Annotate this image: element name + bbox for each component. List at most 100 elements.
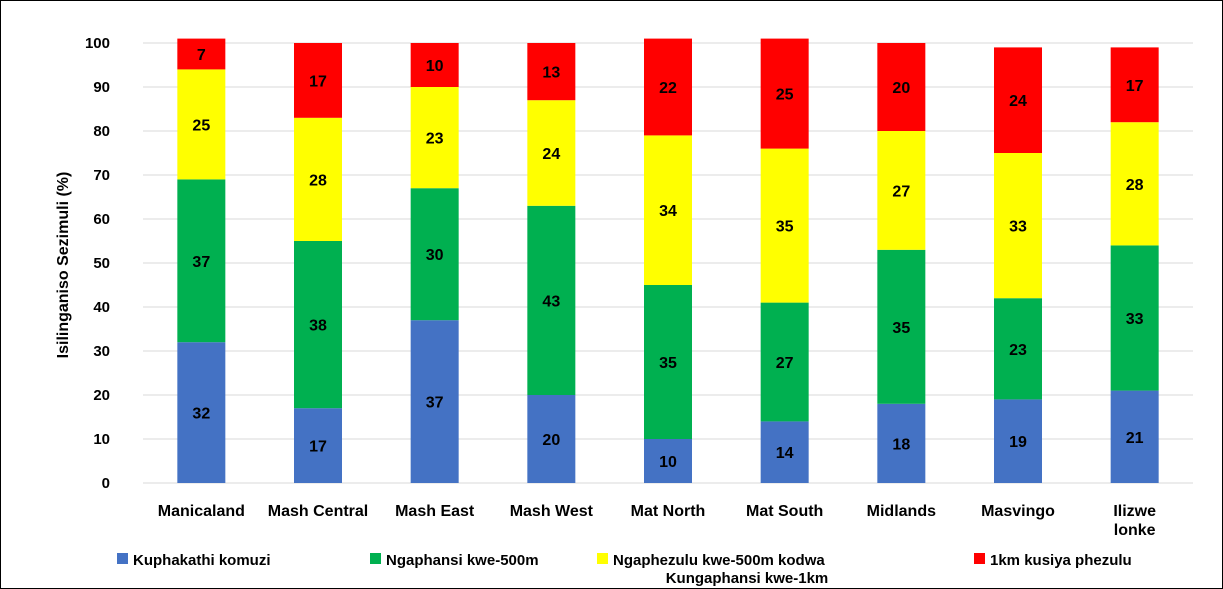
bar-segment [177,179,226,343]
legend-label: 1km kusiya phezulu [990,552,1132,569]
legend-swatch [370,553,381,564]
category-label: Manicaland [158,503,245,520]
bar-segment [760,148,809,303]
category-label: Mat North [631,503,706,520]
bar-segment [877,131,926,250]
data-label: 28 [309,172,327,189]
data-label: 28 [1126,177,1144,194]
data-label: 35 [776,219,794,236]
data-label: 27 [776,355,794,372]
category-label: Masvingo [981,503,1055,520]
bar-segment [760,302,809,422]
y-tick-labels: 0 10 20 30 40 50 60 70 80 90 100 [85,35,110,492]
data-label: 27 [892,183,910,200]
y-tick-label: 50 [93,255,110,272]
bar-segment [177,342,226,483]
data-label: 13 [542,65,560,82]
data-label: 37 [192,254,210,271]
data-label: 43 [542,293,560,310]
bar-segment [410,43,459,87]
bar-segment [994,153,1042,299]
data-label: 22 [659,80,677,97]
legend-label: Kungaphansi kwe-1km [666,570,829,587]
bar-segment [527,43,576,101]
data-label: 19 [1009,434,1027,451]
data-label: 21 [1126,430,1144,447]
bars: 32 37 25 7 17 38 28 17 37 30 23 10 20 43 24 13 10 35 34 22 1… [177,38,1159,483]
y-axis-label: Isilinganiso Sezimuli (%) [55,172,72,359]
bar-segment [1110,47,1159,123]
bar-segment [527,205,576,395]
bar-segment [877,43,926,131]
data-label: 17 [1126,78,1144,95]
data-label: 23 [1009,342,1027,359]
data-label: 25 [192,117,210,134]
data-label: 24 [542,146,560,163]
y-tick-label: 90 [93,79,110,96]
data-label: 33 [1009,219,1027,236]
y-tick-label: 100 [85,35,110,52]
y-tick-label: 40 [93,299,110,316]
data-label: 20 [892,80,910,97]
y-tick-label: 0 [102,475,110,492]
category-labels: Manicaland Mash Central Mash East Mash West… [158,503,1156,539]
bar-segment [294,241,342,409]
bar-segment [1110,245,1159,391]
data-label: 35 [892,320,910,337]
data-label: 33 [1126,311,1144,328]
bar-segment [644,135,692,285]
category-label: lonke [1114,522,1156,539]
y-tick-label: 30 [93,343,110,360]
data-label: 38 [309,318,327,335]
y-tick-label: 70 [93,167,110,184]
bar-segment [527,395,576,483]
category-label: Mat South [746,503,823,520]
bar-segment [177,38,226,70]
data-label: 7 [197,47,206,64]
legend-swatch [974,553,985,564]
legend-swatch [117,553,128,564]
category-label: Midlands [867,503,936,520]
bar-segment [1110,122,1159,246]
data-label: 17 [309,439,327,456]
data-label: 35 [659,355,677,372]
bar-segment [294,117,342,241]
data-label: 23 [426,131,444,148]
bar-segment [527,100,576,206]
data-label: 34 [659,203,677,220]
bar-segment [877,403,926,483]
data-label: 24 [1009,93,1027,110]
bar-segment [294,43,342,118]
category-label: Ilizwe [1113,503,1156,520]
data-label: 10 [426,58,444,75]
category-label: Mash Central [268,503,368,520]
bar-segment [994,298,1042,400]
bar-segment [644,439,692,483]
bar-segment [177,69,226,180]
legend-label: Ngaphezulu kwe-500m kodwa [613,552,825,569]
bar-segment [877,249,926,404]
bar-segment [994,47,1042,153]
bar-segment [294,408,342,483]
legend-swatch [597,553,608,564]
data-label: 14 [776,445,794,462]
bar-segment [1110,390,1159,483]
legend: Kuphakathi komuzi Ngaphansi kwe-500m Ngaph… [117,552,1132,587]
bar-segment [644,38,692,136]
y-tick-label: 10 [93,431,110,448]
y-tick-label: 20 [93,387,110,404]
data-label: 10 [659,454,677,471]
data-label: 30 [426,247,444,264]
data-label: 32 [192,406,210,423]
bar-segment [410,320,459,483]
y-tick-label: 80 [93,123,110,140]
data-label: 20 [542,432,560,449]
data-label: 17 [309,73,327,90]
legend-label: Kuphakathi komuzi [133,552,271,569]
bar-segment [410,87,459,189]
bar-segment [644,285,692,439]
y-tick-label: 60 [93,211,110,228]
bar-segment [410,188,459,321]
